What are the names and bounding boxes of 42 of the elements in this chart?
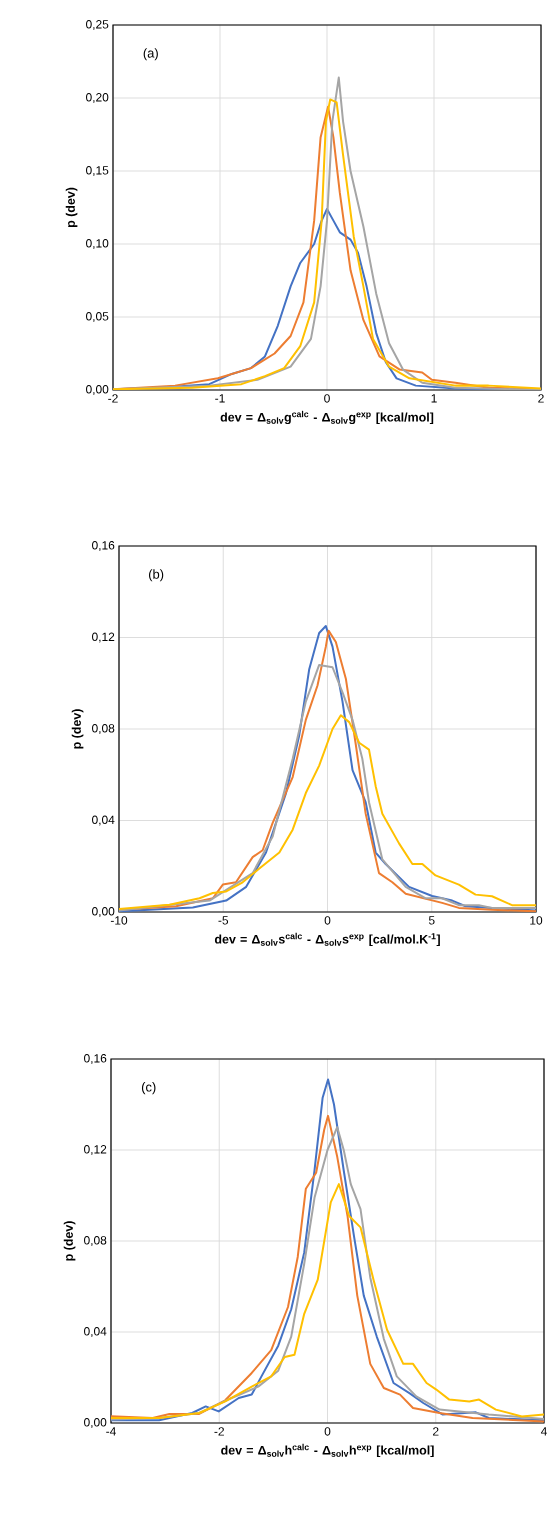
y-tick-label: 0,16 [92, 541, 115, 551]
y-axis-title: p (dev) [65, 187, 78, 228]
x-tick-label: -2 [214, 1427, 224, 1436]
y-tick-label: 0,25 [86, 20, 109, 30]
y-tick-label: 0,08 [84, 1236, 107, 1246]
y-tick-label: 0,00 [92, 907, 115, 917]
x-tick-label: 10 [530, 916, 543, 925]
x-tick-label: -1 [215, 394, 225, 403]
x-tick-label: -2 [108, 394, 118, 403]
y-tick-label: 0,05 [86, 312, 109, 322]
x-tick-label: -5 [218, 916, 229, 925]
y-tick-label: 0,10 [86, 239, 109, 249]
annotation: (b) [149, 569, 164, 582]
line-series [111, 1183, 544, 1420]
x-tick-label: 0 [324, 394, 330, 403]
y-tick-label: 0,04 [92, 815, 115, 826]
x-tick-label: -10 [110, 916, 128, 925]
y-axis-title: p (dev) [63, 1221, 76, 1261]
y-tick-label: 0,00 [86, 385, 109, 395]
x-tick-label: 0 [324, 916, 331, 925]
text: dev = Δ$_{solv}$s$^{calc}$ - Δ$_{solv}$s$^{exp}$ [cal/mol.K$^{-1}$] [214, 932, 440, 947]
annotation: (c) [141, 1082, 156, 1095]
x-tick-label: -4 [106, 1427, 116, 1436]
y-tick-label: 0,00 [84, 1418, 107, 1428]
x-tick-label: 2 [433, 1427, 439, 1436]
y-tick-label: 0,12 [92, 632, 115, 643]
y-tick-label: 0,20 [86, 93, 109, 103]
line-series [119, 714, 536, 911]
x-tick-label: 5 [428, 916, 435, 925]
y-tick-label: 0,15 [86, 166, 109, 176]
text: dev = Δ$_{solv}$h$^{calc}$ - Δ$_{solv}$h$^{exp}$ [kcal/mol] [221, 1443, 434, 1458]
y-tick-label: 0,04 [84, 1327, 107, 1337]
y-tick-label: 0,16 [84, 1054, 107, 1064]
y-tick-label: 0,08 [92, 724, 115, 734]
x-tick-label: 4 [540, 1427, 547, 1436]
annotation: (a) [143, 48, 158, 61]
x-tick-label: 2 [538, 394, 544, 403]
text: dev = Δ$_{solv}$g$^{calc}$ - Δ$_{solv}$g$^{exp}$ [kcal/mol] [220, 410, 434, 425]
y-axis-title: p (dev) [71, 709, 84, 749]
x-tick-label: 1 [431, 394, 437, 403]
x-tick-label: 0 [324, 1427, 331, 1436]
y-tick-label: 0,12 [84, 1145, 107, 1155]
